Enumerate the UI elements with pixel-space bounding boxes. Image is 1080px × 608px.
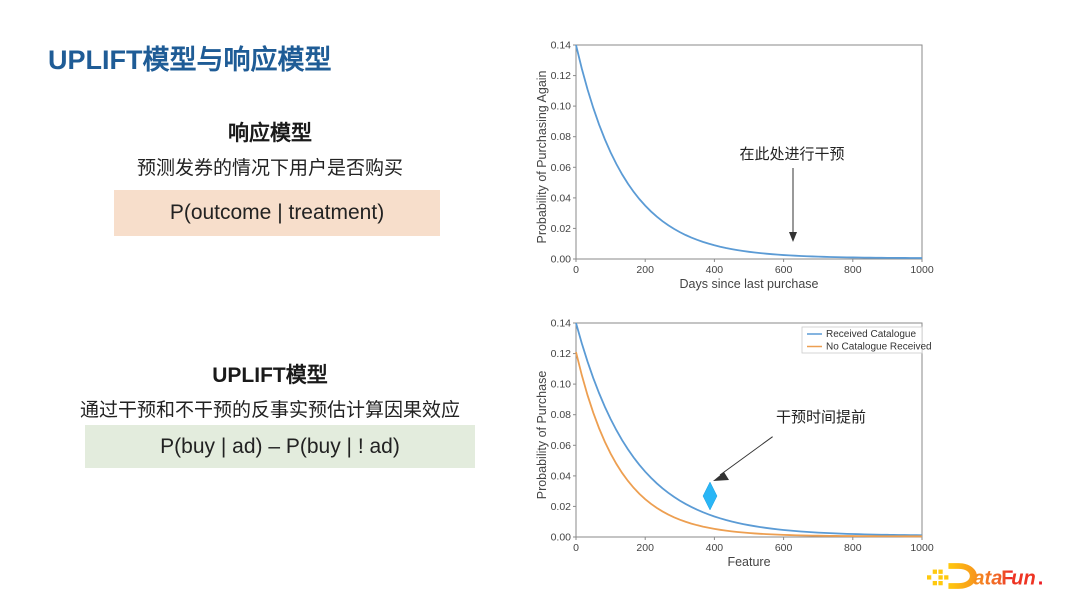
svg-text:0.08: 0.08 (551, 409, 572, 421)
svg-text:Days since last purchase: Days since last purchase (680, 277, 819, 291)
svg-text:800: 800 (844, 542, 862, 554)
svg-text:0: 0 (573, 264, 579, 276)
svg-text:.: . (1038, 568, 1044, 590)
svg-text:Received Catalogue: Received Catalogue (826, 329, 916, 340)
svg-text:Feature: Feature (727, 555, 770, 569)
svg-text:干预时间提前: 干预时间提前 (776, 409, 866, 426)
svg-text:600: 600 (775, 542, 793, 554)
svg-text:un: un (1011, 568, 1035, 590)
svg-text:0.14: 0.14 (551, 318, 572, 330)
svg-text:0.06: 0.06 (551, 162, 572, 174)
svg-text:0.00: 0.00 (551, 532, 572, 544)
svg-text:0.08: 0.08 (551, 131, 572, 143)
svg-text:ata: ata (973, 568, 1002, 590)
svg-text:200: 200 (636, 264, 654, 276)
svg-text:0.04: 0.04 (551, 192, 572, 204)
svg-text:Probability of Purchasing Agai: Probability of Purchasing Again (535, 70, 549, 243)
svg-text:400: 400 (706, 542, 724, 554)
svg-text:Probability of Purchase: Probability of Purchase (535, 371, 549, 500)
svg-text:0.14: 0.14 (551, 40, 572, 52)
svg-text:0.04: 0.04 (551, 470, 572, 482)
svg-text:0.06: 0.06 (551, 440, 572, 452)
svg-text:800: 800 (844, 264, 862, 276)
svg-text:200: 200 (636, 542, 654, 554)
svg-text:1000: 1000 (910, 264, 934, 276)
svg-text:在此处进行干预: 在此处进行干预 (739, 146, 844, 163)
svg-text:600: 600 (775, 264, 793, 276)
svg-text:0.12: 0.12 (551, 348, 572, 360)
svg-text:400: 400 (706, 264, 724, 276)
svg-text:0: 0 (573, 542, 579, 554)
svg-text:0.12: 0.12 (551, 70, 572, 82)
svg-text:0.10: 0.10 (551, 379, 572, 391)
svg-text:0.00: 0.00 (551, 254, 572, 266)
svg-text:0.02: 0.02 (551, 223, 572, 235)
svg-text:0.10: 0.10 (551, 101, 572, 113)
svg-text:0.02: 0.02 (551, 501, 572, 513)
svg-text:No Catalogue Received: No Catalogue Received (826, 342, 932, 353)
svg-text:1000: 1000 (910, 542, 934, 554)
